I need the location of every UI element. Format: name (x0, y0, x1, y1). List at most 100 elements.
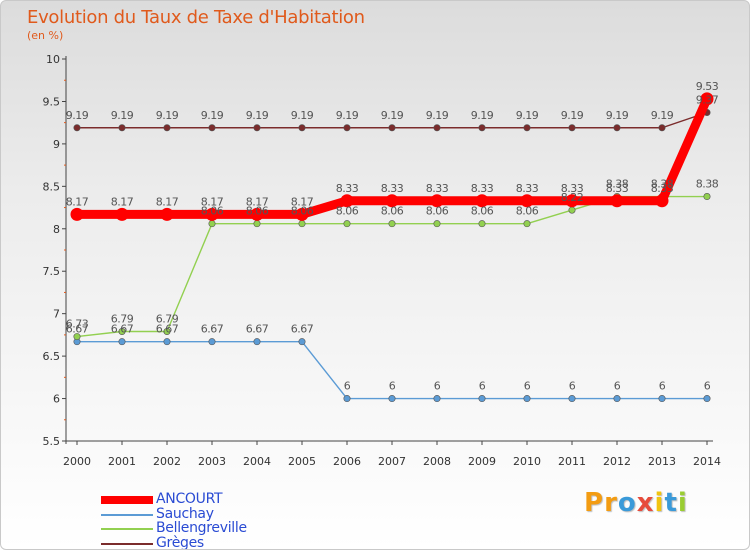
data-label: 9.53 (696, 80, 719, 93)
data-point (388, 395, 396, 403)
data-label: 6.67 (66, 323, 89, 336)
data-point (385, 194, 399, 208)
data-point (118, 338, 126, 346)
data-point (73, 333, 81, 341)
data-label: 9.19 (471, 109, 494, 122)
proxiti-logo: Proxiti (584, 488, 688, 518)
data-label: 8.38 (651, 178, 674, 191)
x-tick-label: 2009 (468, 455, 496, 468)
data-point (478, 220, 486, 228)
data-label: 8.06 (471, 205, 494, 218)
legend-swatch (101, 542, 153, 545)
data-point (250, 207, 264, 221)
data-label: 6.79 (156, 312, 179, 325)
x-tick-label: 2007 (378, 455, 406, 468)
data-label: 9.19 (426, 109, 449, 122)
data-point (700, 92, 714, 106)
y-tick-label: 8.5 (43, 180, 61, 193)
data-point (613, 124, 621, 132)
data-point (298, 338, 306, 346)
data-point (160, 207, 174, 221)
data-point (610, 194, 624, 208)
data-point (658, 395, 666, 403)
data-label: 9.19 (66, 109, 89, 122)
data-point (388, 220, 396, 228)
data-label: 9.19 (111, 109, 134, 122)
data-label: 6 (344, 380, 351, 393)
data-point (655, 194, 669, 208)
data-label: 9.19 (561, 109, 584, 122)
y-tick-label: 5.5 (43, 435, 61, 448)
data-point (163, 327, 171, 335)
x-tick-label: 2006 (333, 455, 361, 468)
data-point (478, 124, 486, 132)
data-point (568, 206, 576, 214)
x-tick-label: 2012 (603, 455, 631, 468)
data-point (343, 220, 351, 228)
legend-swatch (101, 528, 153, 530)
data-point (433, 220, 441, 228)
data-point (433, 395, 441, 403)
y-tick-label: 10 (46, 53, 60, 66)
data-label: 9.19 (201, 109, 224, 122)
data-point (475, 194, 489, 208)
data-label: 6.67 (156, 323, 179, 336)
data-label: 6.67 (246, 323, 269, 336)
data-label: 9.19 (336, 109, 359, 122)
data-point (298, 124, 306, 132)
data-point (703, 395, 711, 403)
legend-label: Bellengreville (156, 520, 247, 536)
data-label: 8.33 (336, 182, 359, 195)
data-point (568, 124, 576, 132)
data-label: 8.38 (696, 178, 719, 191)
legend-swatch (101, 496, 153, 504)
data-point (73, 124, 81, 132)
data-label: 6 (389, 380, 396, 393)
x-tick-label: 2014 (693, 455, 721, 468)
x-tick-label: 2004 (243, 455, 271, 468)
x-tick-label: 2010 (513, 455, 541, 468)
chart-title: Evolution du Taux de Taxe d'Habitation (27, 7, 365, 28)
data-point (568, 395, 576, 403)
data-point (70, 207, 84, 221)
legend-label: ANCOURT (156, 491, 223, 507)
data-point (478, 395, 486, 403)
data-label: 9.19 (516, 109, 539, 122)
y-tick-label: 7 (53, 308, 60, 321)
x-tick-label: 2013 (648, 455, 676, 468)
data-label: 6 (479, 380, 486, 393)
data-label: 8.33 (606, 182, 629, 195)
data-point (343, 124, 351, 132)
data-label: 6.67 (291, 323, 314, 336)
data-label: 8.06 (516, 205, 539, 218)
y-tick-label: 9 (53, 138, 60, 151)
data-label: 9.19 (606, 109, 629, 122)
data-label: 6 (659, 380, 666, 393)
data-label: 6.67 (201, 323, 224, 336)
data-point (208, 124, 216, 132)
data-label: 8.06 (426, 205, 449, 218)
data-label: 6 (434, 380, 441, 393)
data-label: 6.73 (66, 318, 89, 331)
data-label: 9.19 (291, 109, 314, 122)
x-tick-label: 2003 (198, 455, 226, 468)
data-point (298, 220, 306, 228)
data-point (523, 220, 531, 228)
x-tick-label: 2011 (558, 455, 586, 468)
data-label: 9.19 (651, 109, 674, 122)
data-label: 6.79 (111, 312, 134, 325)
data-label: 8.06 (381, 205, 404, 218)
data-point (340, 194, 354, 208)
data-point (115, 207, 129, 221)
data-label: 8.33 (651, 182, 674, 195)
data-point (163, 338, 171, 346)
data-label: 8.17 (291, 195, 314, 208)
data-point (253, 220, 261, 228)
data-point (163, 124, 171, 132)
y-axis-unit: (en %) (27, 29, 64, 42)
data-point (613, 395, 621, 403)
legend-label: Grèges (156, 534, 204, 550)
y-tick-label: 6.5 (43, 350, 61, 363)
